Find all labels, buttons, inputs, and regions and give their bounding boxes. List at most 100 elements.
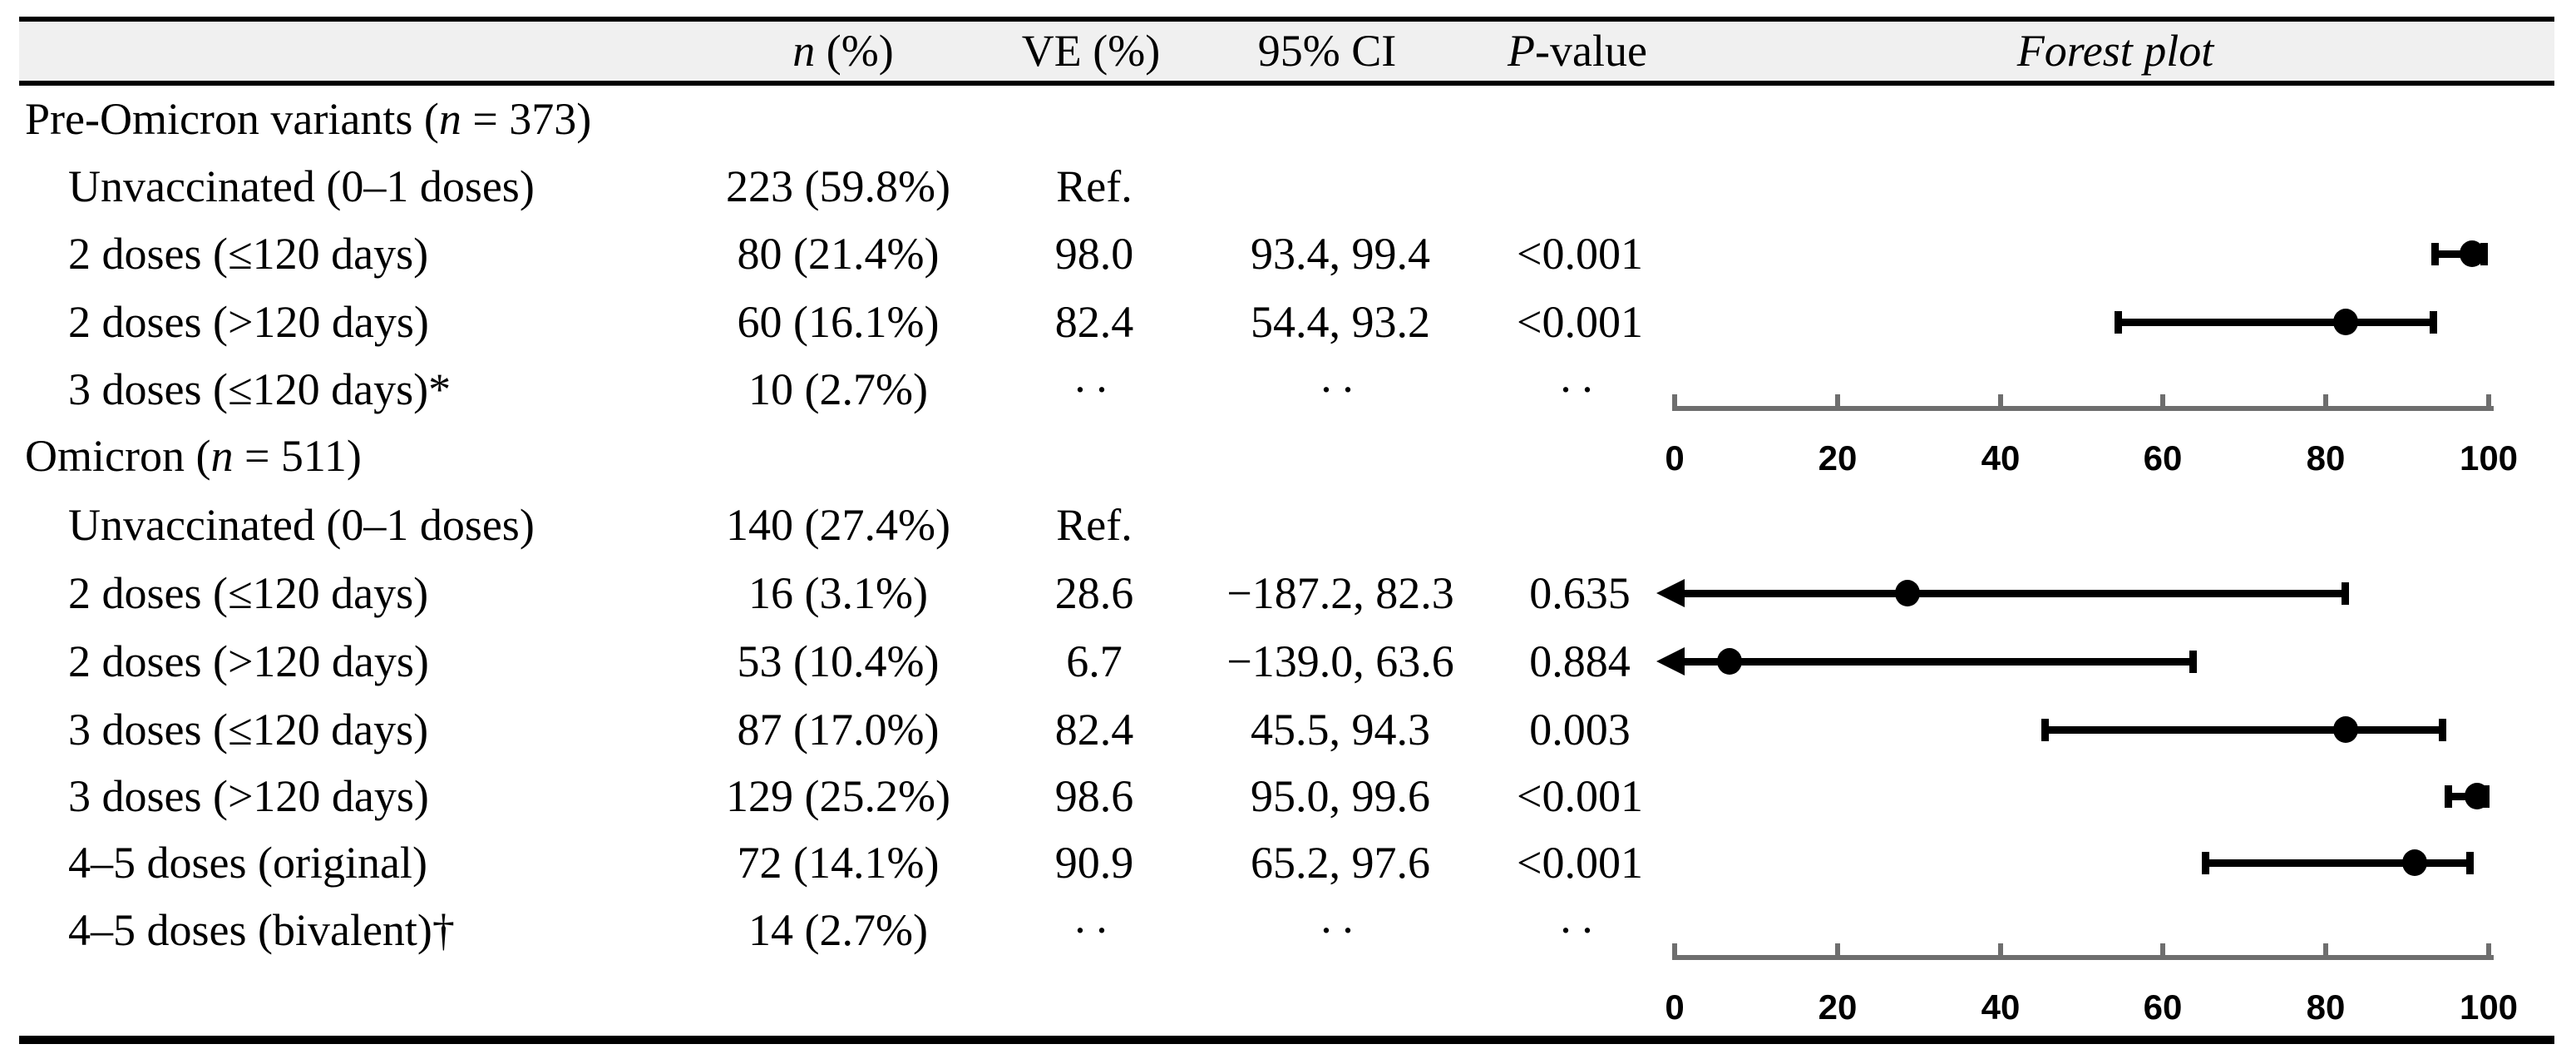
cell-p: ·· [1558,905,1601,955]
cell-ci: −139.0, 63.6 [1226,636,1454,686]
x-axis-tick-label: 40 [1981,987,2021,1027]
header-bottom-border [19,81,2554,86]
point-estimate-marker [2402,849,2427,876]
point-estimate-marker [1895,580,1920,606]
x-axis-tick [2486,943,2491,955]
group-row-label: Pre-Omicron variants (n = 373) [25,94,592,144]
ci-whisker [2118,319,2433,326]
table-top-border [19,17,2554,22]
cell-ci: 54.4, 93.2 [1251,297,1430,347]
ci-cap-high [2342,582,2349,605]
p-italic: P [1508,26,1536,76]
cell-n: 16 (3.1%) [748,568,928,618]
x-axis-tick [2323,943,2328,955]
table-bottom-border [19,1036,2554,1044]
row-label: 2 doses (>120 days) [68,636,429,686]
cell-n: 14 (2.7%) [748,905,928,955]
ci-cap-high [2189,651,2197,673]
cell-n: 10 (2.7%) [748,364,928,414]
group-row-label: Omicron (n = 511) [25,431,362,481]
x-axis-tick [1998,943,2003,955]
ci-left-arrow [1656,647,1685,675]
x-axis-line-1 [1672,406,2494,411]
cell-n: 129 (25.2%) [726,771,950,821]
cell-p: <0.001 [1517,229,1643,279]
row-label: 2 doses (>120 days) [68,297,429,347]
ci-whisker [2435,250,2484,258]
cell-ve: 90.9 [1054,838,1134,888]
x-axis-tick-label: 100 [2459,987,2519,1027]
row-label: Unvaccinated (0–1 doses) [68,161,535,211]
row-label: 3 doses (≤120 days)* [68,364,452,414]
cell-ve: 6.7 [1066,636,1123,686]
x-axis-tick-label: 60 [2143,987,2183,1027]
point-estimate-marker [2465,783,2490,809]
x-axis-tick-label: 40 [1981,438,2021,478]
ci-cap-low [2041,719,2049,741]
x-axis-tick [2486,394,2491,406]
x-axis-tick-label: 80 [2306,987,2346,1027]
cell-ve: Ref. [1056,161,1133,211]
row-label: 3 doses (≤120 days) [68,705,429,755]
cell-n: 223 (59.8%) [726,161,950,211]
cell-ve: 28.6 [1054,568,1134,618]
cell-ci: 65.2, 97.6 [1251,838,1430,888]
cell-ve: 98.0 [1054,229,1134,279]
ci-whisker [2205,859,2470,867]
ci-left-arrow [1656,579,1685,607]
cell-n: 53 (10.4%) [737,636,940,686]
cell-ci: ·· [1319,905,1362,955]
ci-cap-high [2430,311,2437,334]
cell-n: 87 (17.0%) [737,705,940,755]
cell-n: 72 (14.1%) [737,838,940,888]
cell-ve: ·· [1073,364,1116,414]
cell-ci: −187.2, 82.3 [1226,568,1454,618]
cell-ve: ·· [1073,905,1116,955]
cell-ve: 82.4 [1054,297,1134,347]
x-axis-tick [1835,943,1840,955]
ci-cap-low [2115,311,2122,334]
row-label: 4–5 doses (original) [68,838,427,888]
point-estimate-marker [2333,309,2358,335]
ci-cap-low [2202,852,2209,874]
cell-n: 140 (27.4%) [726,500,950,550]
column-header-ci: 95% CI [1257,26,1397,76]
column-header-p: P-value [1508,26,1647,76]
x-axis-tick-label: 0 [1665,987,1685,1027]
cell-ci: 45.5, 94.3 [1251,705,1430,755]
column-header-forest: Forest plot [2016,26,2214,76]
cell-p: <0.001 [1517,771,1643,821]
column-header-n: n (%) [792,26,894,76]
row-label: 4–5 doses (bivalent)† [68,905,455,955]
ci-cap-high [2439,719,2446,741]
cell-ci: ·· [1319,364,1362,414]
header-band [19,22,2554,81]
row-label: 3 doses (>120 days) [68,771,429,821]
point-estimate-marker [2460,240,2485,267]
ci-whisker [2045,726,2442,734]
cell-p: ·· [1558,364,1601,414]
ci-whisker [1681,590,2345,597]
row-label: Unvaccinated (0–1 doses) [68,500,535,550]
x-axis-line-2 [1672,955,2494,960]
x-axis-tick [2160,394,2165,406]
cell-p: <0.001 [1517,297,1643,347]
x-axis-tick [2323,394,2328,406]
x-axis-tick-label: 0 [1665,438,1685,478]
row-label: 2 doses (≤120 days) [68,568,429,618]
point-estimate-marker [1717,648,1742,675]
cell-ve: 98.6 [1054,771,1134,821]
cell-n: 60 (16.1%) [737,297,940,347]
column-header-ve: VE (%) [1021,26,1161,76]
x-axis-tick-label: 20 [1818,438,1858,478]
x-axis-tick [1998,394,2003,406]
cell-ve: 82.4 [1054,705,1134,755]
x-axis-tick [2160,943,2165,955]
ci-cap-low [2431,243,2439,265]
x-axis-tick [1835,394,1840,406]
cell-ve: Ref. [1056,500,1133,550]
point-estimate-marker [2333,716,2358,743]
x-axis-tick-label: 20 [1818,987,1858,1027]
x-axis-tick-label: 100 [2459,438,2519,478]
